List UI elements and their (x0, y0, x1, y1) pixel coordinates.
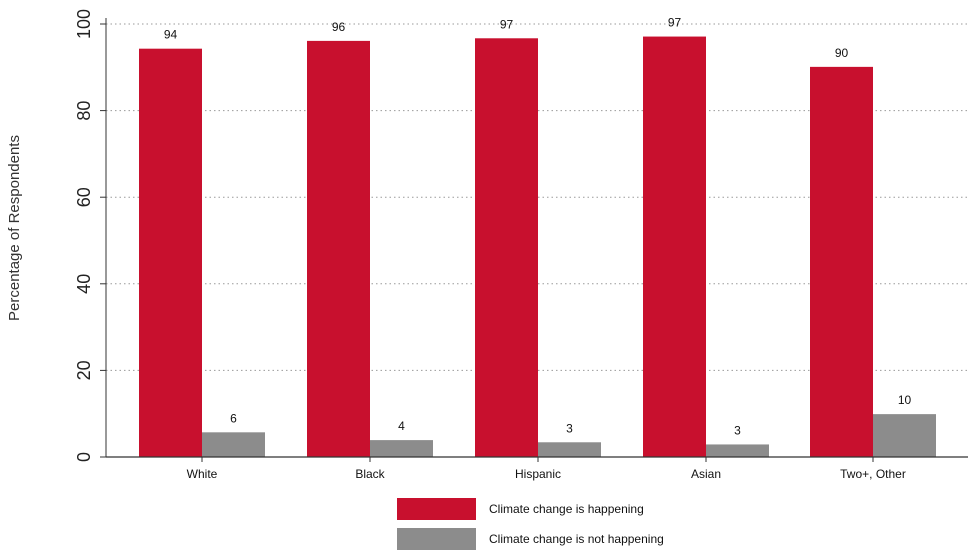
data-label-not-happening: 10 (898, 393, 912, 407)
y-tick-label: 80 (74, 101, 94, 121)
y-tick-label: 40 (74, 274, 94, 294)
y-axis-title: Percentage of Respondents (6, 135, 23, 321)
y-tick-label: 0 (74, 452, 94, 462)
data-label-not-happening: 3 (566, 421, 573, 435)
x-category-label: Black (355, 467, 385, 481)
legend: Climate change is happening Climate chang… (397, 498, 664, 550)
data-label-happening: 96 (332, 20, 346, 34)
bar-happening (475, 38, 538, 457)
data-label-not-happening: 6 (230, 411, 237, 425)
bar-happening (643, 36, 706, 457)
legend-label-happening: Climate change is happening (489, 502, 644, 516)
data-label-happening: 90 (835, 46, 849, 60)
bar-not-happening (538, 442, 601, 457)
y-tick-label: 20 (74, 360, 94, 380)
x-category-label: Hispanic (515, 467, 561, 481)
y-tick-label: 100 (74, 9, 94, 39)
data-label-happening: 97 (668, 16, 682, 30)
bar-not-happening (873, 414, 936, 457)
bar-not-happening (706, 444, 769, 457)
legend-label-not-happening: Climate change is not happening (489, 532, 664, 546)
data-label-not-happening: 3 (734, 423, 741, 437)
axes: 0 20 40 60 80 100 White Black Hispanic Asian Two+,… (74, 9, 968, 481)
legend-swatch-happening (397, 498, 476, 520)
x-category-label: White (187, 467, 218, 481)
y-tick-label: 60 (74, 187, 94, 207)
bar-not-happening (202, 432, 265, 457)
legend-swatch-not-happening (397, 528, 476, 550)
bar-happening (307, 40, 370, 458)
bar-happening (810, 66, 873, 457)
data-labels: 94 6 96 4 97 3 97 3 90 10 (164, 16, 912, 438)
data-label-not-happening: 4 (398, 419, 405, 433)
bar-not-happening (370, 440, 433, 457)
bar-happening (139, 48, 202, 457)
data-label-happening: 97 (500, 17, 514, 31)
data-label-happening: 94 (164, 28, 178, 42)
x-category-label: Two+, Other (840, 467, 906, 481)
x-category-label: Asian (691, 467, 721, 481)
bars (139, 36, 936, 458)
